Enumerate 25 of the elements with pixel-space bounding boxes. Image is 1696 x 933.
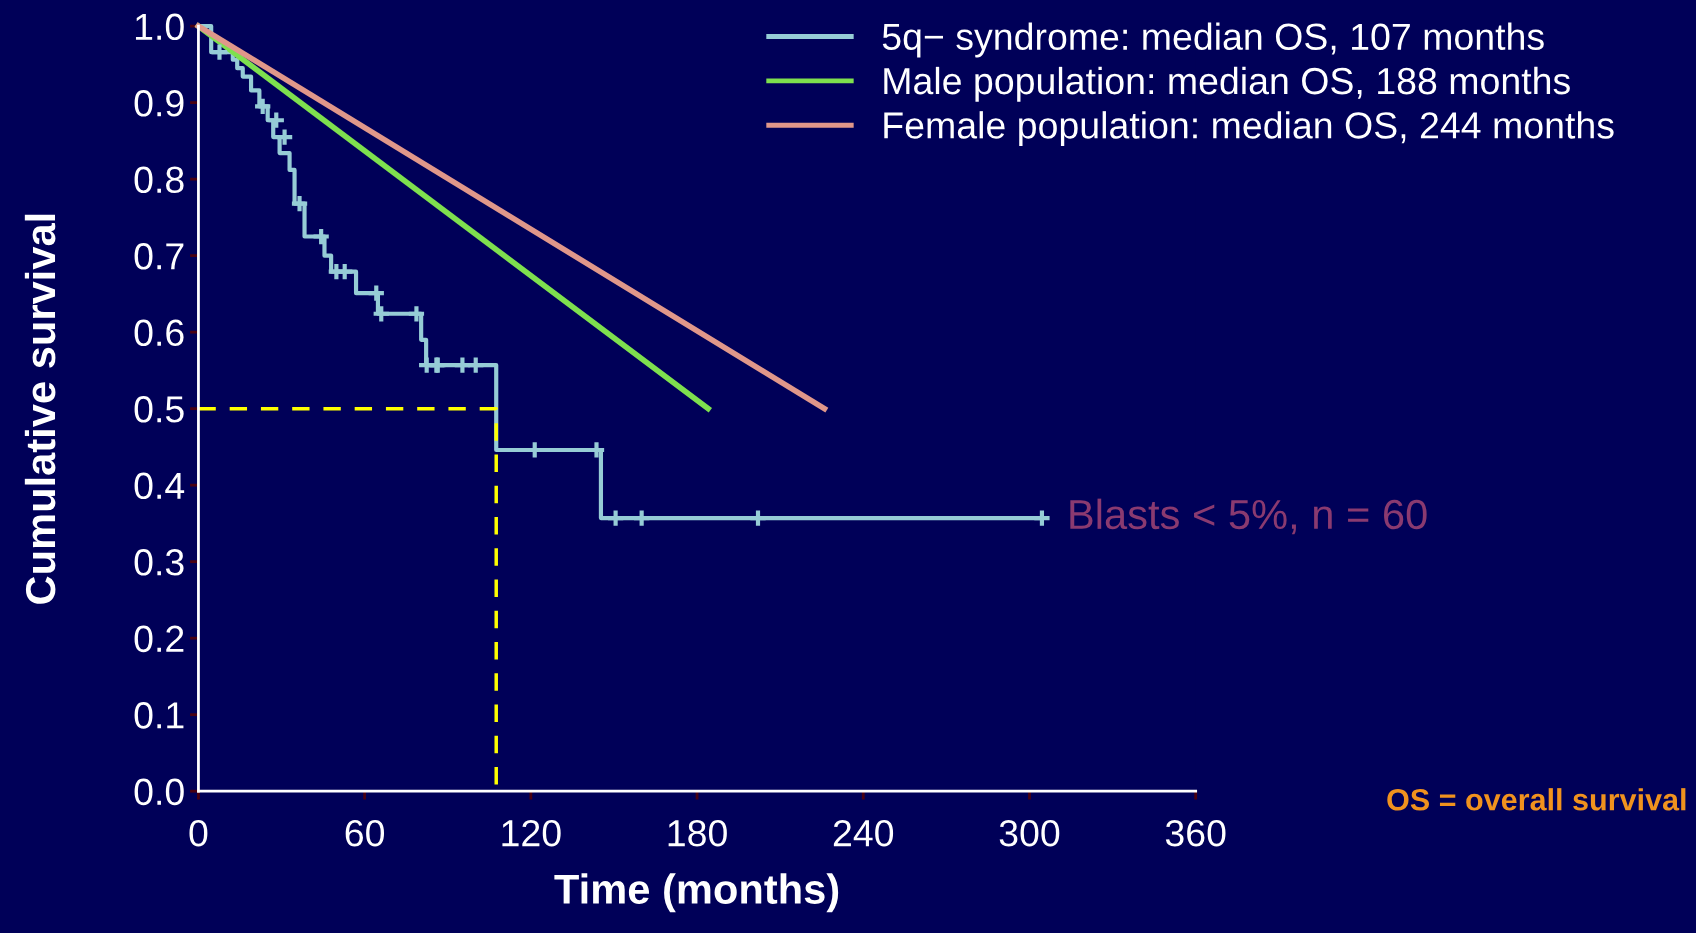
- x-tick-label: 120: [502, 819, 561, 847]
- x-tick-label: 180: [668, 819, 727, 847]
- legend-label: Female population: median OS, 244 months: [884, 111, 1614, 147]
- y-tick-label: 0.7: [134, 243, 184, 270]
- y-tick-label: 0.8: [134, 166, 184, 194]
- y-tick-label: 0.3: [134, 549, 184, 576]
- y-tick-label: 0.2: [134, 625, 184, 653]
- legend-label: Male population: median OS, 188 months: [884, 66, 1570, 102]
- annotation: Blasts < 5%, n = 60: [1070, 498, 1427, 535]
- y-tick-label: 1.0: [135, 13, 184, 41]
- y-tick-label: 0.1: [134, 702, 184, 729]
- x-tick-label: 360: [1165, 819, 1226, 847]
- x-tick-label: 0: [189, 819, 208, 847]
- y-tick-label: 0.4: [134, 472, 185, 500]
- x-axis-title: Time (months): [554, 873, 839, 913]
- text: OS = overall survival: [1387, 788, 1686, 811]
- y-tick-label: 0.6: [134, 319, 184, 347]
- y-tick-label: 0.9: [134, 90, 184, 117]
- legend-label: 5q− syndrome: median OS, 107 months: [882, 22, 1544, 58]
- y-tick-label: 0.5: [134, 396, 184, 423]
- y-axis-title: Cumulative survival: [24, 214, 56, 604]
- x-tick-label: 300: [999, 819, 1060, 847]
- y-tick-label: 0.0: [134, 778, 184, 806]
- x-tick-label: 240: [833, 819, 894, 847]
- x-tick-label: 60: [345, 819, 385, 847]
